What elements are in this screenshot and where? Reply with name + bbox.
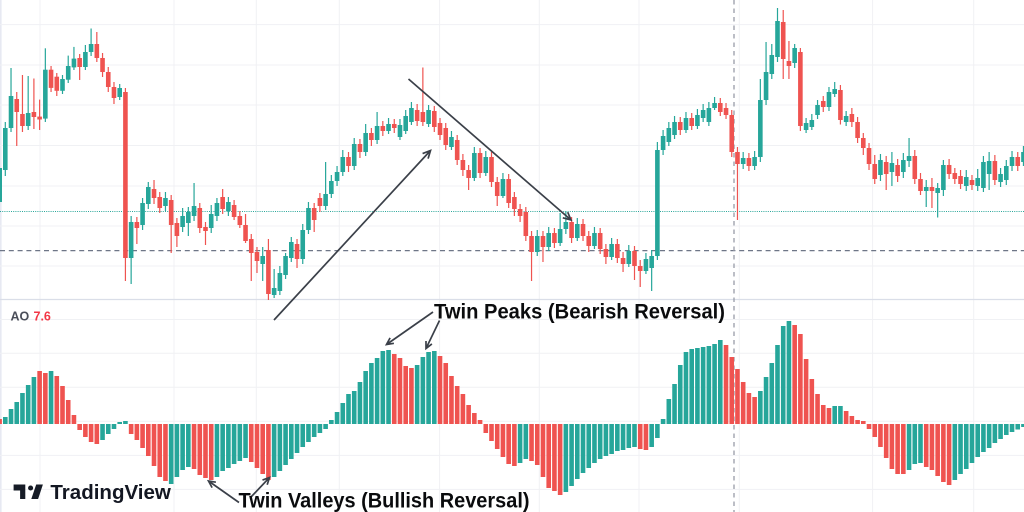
svg-text:Twin Valleys (Bullish Reversal: Twin Valleys (Bullish Reversal) xyxy=(239,490,530,512)
svg-text:7.6: 7.6 xyxy=(34,310,51,324)
svg-text:AO: AO xyxy=(11,310,30,324)
svg-text:TradingView: TradingView xyxy=(50,482,171,504)
svg-text:Twin Peaks (Bearish Reversal): Twin Peaks (Bearish Reversal) xyxy=(434,301,725,324)
